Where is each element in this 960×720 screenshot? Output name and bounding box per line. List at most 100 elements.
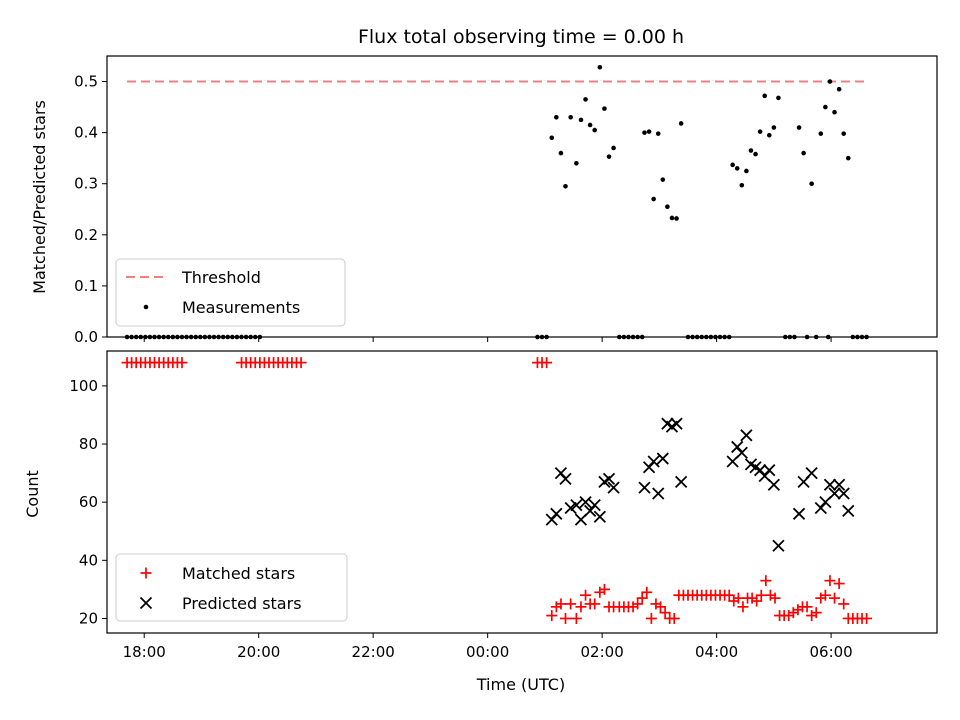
predicted-star-point xyxy=(579,496,592,509)
matched-star-point xyxy=(641,586,653,598)
counts-panel: 20 40 60 80 100 18:00 20:00 22:00 00:00 02:00 04:0… xyxy=(69,350,938,661)
measurement-point xyxy=(674,216,679,221)
matched-star-point xyxy=(659,607,671,619)
y-axis-label-ratio: Matched/Predicted stars xyxy=(30,100,49,294)
measurement-point xyxy=(823,104,828,110)
measurement-point xyxy=(549,135,555,141)
predicted-star-point xyxy=(550,507,563,520)
legend-matched-label: Matched stars xyxy=(182,564,295,583)
legend-box xyxy=(115,258,346,327)
matched-star-point xyxy=(575,601,587,613)
matched-star-point xyxy=(810,607,822,619)
matched-star-point xyxy=(645,612,657,624)
matched-star-point xyxy=(655,601,667,613)
measurement-point xyxy=(739,182,745,188)
legend-threshold-label: Threshold xyxy=(181,268,261,287)
predicted-star-point xyxy=(674,475,688,488)
x-tick-label: 00:00 xyxy=(466,643,509,661)
predicted-star-point xyxy=(735,446,748,459)
measurement-point xyxy=(836,86,842,92)
measurement-point xyxy=(583,97,588,102)
matched-star-point xyxy=(570,612,582,624)
x-tick-label: 02:00 xyxy=(581,643,624,661)
x-tick-label: 18:00 xyxy=(123,643,166,661)
measurement-point xyxy=(827,79,833,84)
predicted-star-point xyxy=(602,472,616,486)
predicted-star-point xyxy=(740,429,753,442)
measurement-point xyxy=(642,130,647,135)
predicted-star-point xyxy=(828,487,841,500)
measurement-point xyxy=(597,64,603,70)
matched-star-point xyxy=(295,357,307,369)
measurement-point xyxy=(660,177,666,182)
measurement-point xyxy=(757,129,763,134)
y-tick-label-count: 40 xyxy=(79,551,98,569)
measurement-point xyxy=(832,109,837,115)
legend-measurement-swatch xyxy=(143,304,149,310)
measurement-point xyxy=(611,145,616,151)
matched-star-point xyxy=(560,612,572,624)
matched-star-point xyxy=(824,575,836,587)
matched-star-point xyxy=(769,592,781,604)
predicted-star-point xyxy=(792,507,806,520)
predicted-star-point xyxy=(564,501,577,515)
measurement-point xyxy=(568,115,573,120)
matched-star-point xyxy=(565,598,577,610)
y-tick-label-ratio: 0.5 xyxy=(74,73,98,91)
matched-star-point xyxy=(737,601,749,613)
legend-box xyxy=(115,553,348,622)
measurement-point xyxy=(606,154,612,159)
predicted-star-point xyxy=(837,487,850,500)
measurement-point xyxy=(730,162,735,168)
measurement-point xyxy=(796,125,802,130)
x-tick-label: 04:00 xyxy=(695,643,738,661)
matched-star-point xyxy=(541,357,553,369)
measurement-point xyxy=(801,150,806,156)
measurement-point xyxy=(558,150,564,156)
y-axis-label-count: Count xyxy=(23,470,42,518)
measurement-point xyxy=(771,125,777,130)
measurement-point xyxy=(651,196,656,202)
measurement-point xyxy=(578,117,584,123)
chart-title: Flux total observing time = 0.00 h xyxy=(358,26,684,48)
matched-star-point xyxy=(833,578,845,590)
measurements-panel-frame xyxy=(106,55,938,338)
measurement-point xyxy=(602,106,607,111)
measurement-point xyxy=(655,131,661,136)
measurement-point xyxy=(809,181,814,187)
y-tick-label-ratio: 0.0 xyxy=(74,328,98,346)
measurement-point xyxy=(574,160,579,166)
measurement-point xyxy=(766,132,772,138)
matched-star-point xyxy=(829,592,841,604)
measurement-point xyxy=(669,215,675,221)
matched-star-point xyxy=(723,589,735,601)
measurement-point xyxy=(748,148,754,153)
predicted-star-point xyxy=(607,481,620,494)
x-tick-label: 06:00 xyxy=(809,643,852,661)
measurement-point xyxy=(753,151,758,157)
y-tick-label-count: 80 xyxy=(79,435,98,453)
predicted-star-point xyxy=(647,455,660,468)
predicted-star-point xyxy=(805,466,818,480)
legend-measurement-label: Measurements xyxy=(182,298,300,317)
y-tick-label-count: 100 xyxy=(69,377,98,395)
measurement-point xyxy=(554,115,559,120)
predicted-star-point xyxy=(763,464,776,477)
measurement-point xyxy=(587,122,593,128)
matched-star-point xyxy=(176,357,188,369)
legend-matched-swatch xyxy=(140,567,152,579)
y-tick-label-ratio: 0.1 xyxy=(74,277,98,295)
y-tick-label-count: 20 xyxy=(79,609,98,627)
predicted-star-point xyxy=(832,478,846,491)
measurement-point xyxy=(762,93,768,99)
matched-star-point xyxy=(801,601,813,613)
counts-panel-frame xyxy=(106,350,938,634)
legend-predicted-label: Predicted stars xyxy=(182,594,302,613)
predicted-star-point xyxy=(767,478,780,491)
matched-star-point xyxy=(861,612,873,624)
predicted-star-point xyxy=(823,478,837,491)
measurements-panel: 0.0 0.1 0.2 0.3 0.4 0.5 xyxy=(74,55,938,346)
predicted-star-point xyxy=(652,487,665,500)
y-tick-label-ratio: 0.4 xyxy=(74,124,98,142)
